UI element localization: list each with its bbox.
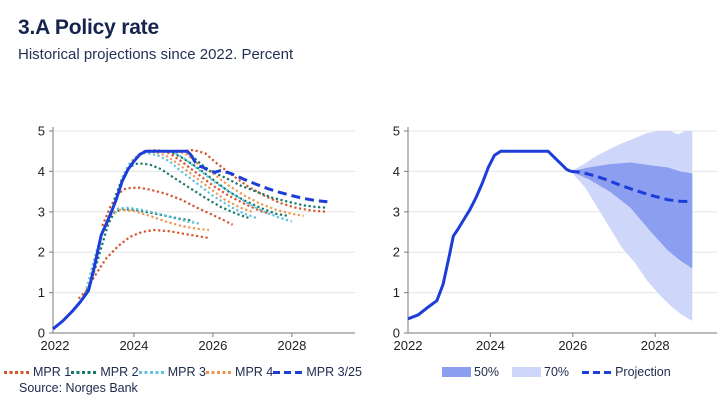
legend-item-50-: 50% xyxy=(442,365,499,379)
series-mpr-1-25 xyxy=(181,148,328,213)
series-mpr-3-25 xyxy=(189,154,328,204)
legend-label: Projection xyxy=(615,365,671,379)
legend-item-mpr-1: MPR 1 xyxy=(4,365,71,379)
x-tick-label: 2028 xyxy=(641,338,670,353)
series-mpr-4-24 xyxy=(171,150,304,217)
x-tick-label: 2026 xyxy=(198,338,227,353)
y-tick-label: 2 xyxy=(393,245,400,260)
y-tick-label: 1 xyxy=(38,285,45,300)
x-tick-label: 2024 xyxy=(476,338,505,353)
dotted-line-marker xyxy=(71,370,98,374)
series-mpr-2-24 xyxy=(153,150,289,217)
band-50% xyxy=(570,162,693,269)
legend-item-mpr-4: MPR 4 xyxy=(206,365,273,379)
x-tick-label: 2022 xyxy=(394,338,423,353)
right-chart-legend: 50% 70% Projection xyxy=(442,365,671,379)
source-note: Source: Norges Bank xyxy=(19,381,138,395)
x-tick-label: 2024 xyxy=(119,338,148,353)
y-tick-label: 1 xyxy=(393,285,400,300)
y-tick-label: 3 xyxy=(393,204,400,219)
right-chart-policy-rate-fan: 0 1 2 3 4 5 2022 2024 2026 2028 xyxy=(393,124,717,353)
legend-swatch xyxy=(442,367,471,377)
left-chart-policy-rate-projections: 0 1 2 3 4 5 2022 2024 2026 2028 xyxy=(38,124,355,353)
series-projection xyxy=(570,169,693,204)
legend-label: 50% xyxy=(474,365,500,379)
series-mpr-1-23 xyxy=(101,186,234,227)
legend-item-projection: Projection xyxy=(582,365,671,379)
dashed-line-marker xyxy=(582,370,613,374)
x-tick-label: 2028 xyxy=(277,338,306,353)
y-tick-label: 3 xyxy=(38,204,45,219)
legend-item-70-: 70% xyxy=(512,365,569,379)
x-tick-label: 2026 xyxy=(558,338,587,353)
y-tick-label: 4 xyxy=(393,164,400,179)
y-tick-label: 5 xyxy=(38,124,45,139)
legend-label: MPR 3 xyxy=(167,365,206,379)
legend-label: MPR 3/25 xyxy=(306,365,362,379)
legend-label: MPR 1 xyxy=(33,365,72,379)
legend-label: MPR 2 xyxy=(100,365,139,379)
legend-label: 70% xyxy=(544,365,570,379)
legend-label: MPR 4 xyxy=(235,365,274,379)
y-tick-label: 0 xyxy=(38,326,45,341)
y-tick-label: 4 xyxy=(38,164,45,179)
y-tick-label: 5 xyxy=(393,124,400,139)
page-title: 3.A Policy rate xyxy=(18,16,159,39)
series-policy-rate xyxy=(52,149,193,331)
page-subtitle: Historical projections since 2022. Perce… xyxy=(18,46,294,63)
left-chart-legend: MPR 1 MPR 2 MPR 3 MPR 4 MPR 3/25 xyxy=(4,365,362,379)
dotted-line-marker xyxy=(206,370,233,374)
series-policy-rate xyxy=(407,149,572,321)
series-mpr-4-22 xyxy=(91,208,210,275)
y-tick-label: 0 xyxy=(393,326,400,341)
dashed-line-marker xyxy=(273,370,304,374)
x-tick-label: 2022 xyxy=(41,338,70,353)
dotted-line-marker xyxy=(138,370,165,374)
legend-item-mpr-2: MPR 2 xyxy=(71,365,139,379)
series-mpr-4-23 xyxy=(131,150,253,213)
dotted-line-marker xyxy=(4,370,30,374)
legend-item-mpr-3: MPR 3 xyxy=(138,365,206,379)
legend-item-mpr-3-25: MPR 3/25 xyxy=(273,365,362,379)
legend-swatch xyxy=(512,367,542,377)
y-tick-label: 2 xyxy=(38,245,45,260)
series-mpr-1-22 xyxy=(77,228,210,300)
